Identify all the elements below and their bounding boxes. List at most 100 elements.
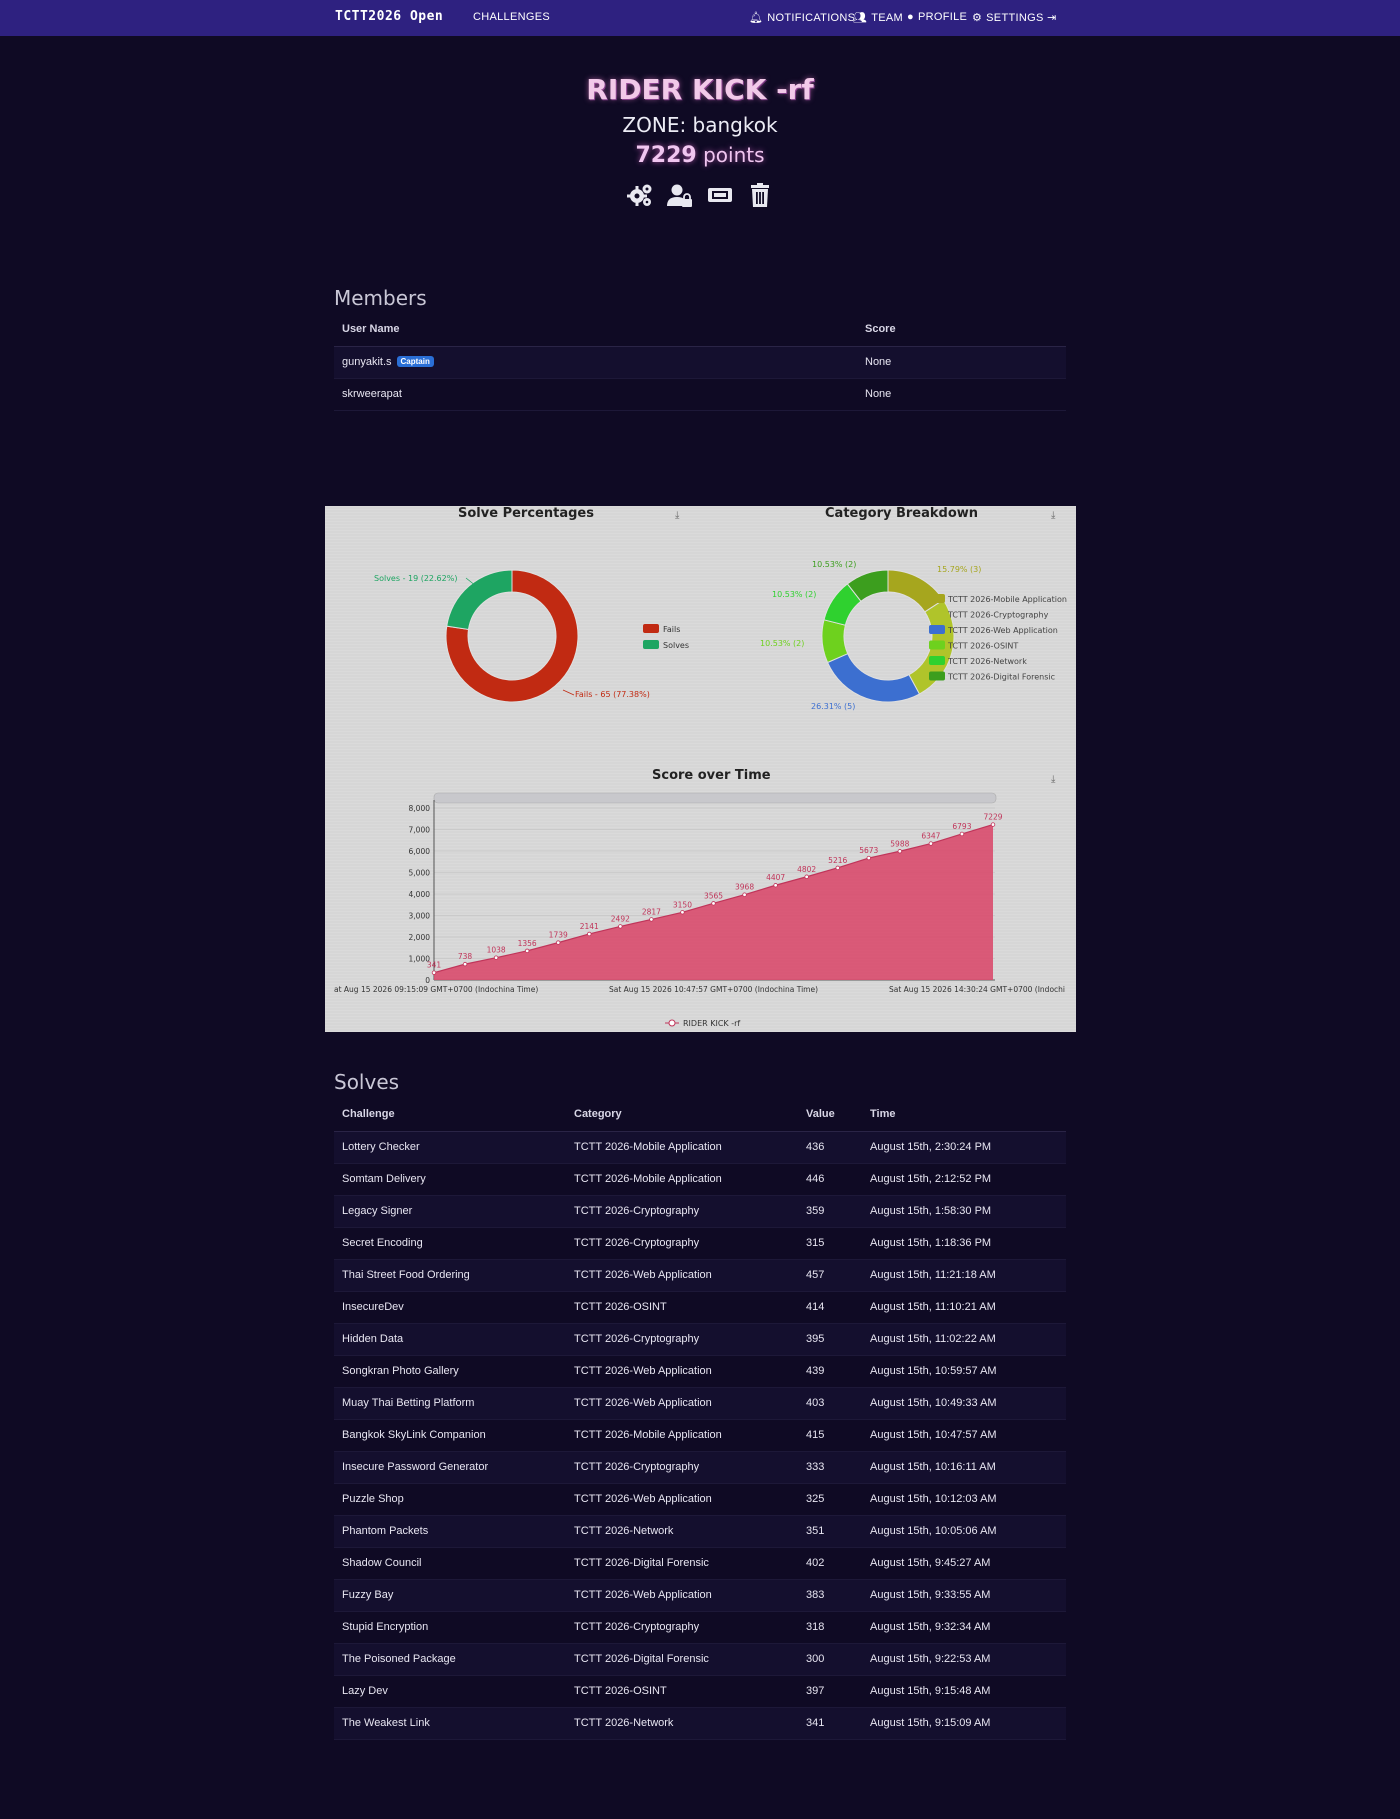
users-icon: 👥︎ — [853, 12, 868, 24]
solve-challenge[interactable]: Hidden Data — [334, 1323, 566, 1356]
slice-label: 26.31% (5) — [811, 702, 855, 711]
solve-challenge[interactable]: The Poisoned Package — [334, 1643, 566, 1676]
solve-category: TCTT 2026-Digital Forensic — [566, 1643, 798, 1676]
solve-value: 415 — [798, 1419, 862, 1452]
data-label: 4407 — [766, 873, 785, 882]
solve-time: August 15th, 10:16:11 AM — [862, 1451, 1066, 1484]
solve-row: Lazy Dev TCTT 2026-OSINT 397 August 15th, 9… — [334, 1675, 1066, 1708]
solve-time: August 15th, 2:30:24 PM — [862, 1131, 1066, 1164]
legend-label: TCTT 2026-OSINT — [947, 642, 1018, 651]
brand-logo[interactable]: TCTT2026 Open — [335, 9, 444, 24]
y-tick-label: 2,000 — [409, 933, 431, 942]
solve-row: Muay Thai Betting Platform TCTT 2026-Web … — [334, 1387, 1066, 1420]
data-label: 5988 — [890, 839, 909, 848]
solve-value: 402 — [798, 1547, 862, 1580]
user-lock-icon[interactable] — [667, 182, 693, 208]
member-name[interactable]: gunyakit.s — [342, 356, 392, 368]
solve-challenge[interactable]: Legacy Signer — [334, 1195, 566, 1228]
solve-category: TCTT 2026-Cryptography — [566, 1451, 798, 1484]
download-icon[interactable]: ⤓ — [675, 510, 680, 521]
solve-challenge[interactable]: Fuzzy Bay — [334, 1579, 566, 1612]
slice-label: 10.53% (2) — [772, 590, 816, 599]
data-label: 6347 — [921, 832, 940, 841]
solve-challenge[interactable]: Insecure Password Generator — [334, 1451, 566, 1484]
solve-time: August 15th, 11:10:21 AM — [862, 1291, 1066, 1324]
members-title: Members — [334, 286, 427, 310]
charts-svg: Fails - 65 (77.38%) Solves - 19 (22.62%) F… — [334, 560, 1067, 1028]
solve-challenge[interactable]: InsecureDev — [334, 1291, 566, 1324]
solve-category: TCTT 2026-Mobile Application — [566, 1163, 798, 1196]
col-challenge: Challenge — [334, 1097, 566, 1132]
score-point — [649, 917, 654, 922]
legend-label: RIDER KICK -rf — [683, 1019, 740, 1028]
solve-challenge[interactable]: Lottery Checker — [334, 1131, 566, 1164]
score-point — [773, 883, 778, 888]
legend-swatch — [929, 671, 945, 681]
solve-challenge[interactable]: Stupid Encryption — [334, 1611, 566, 1644]
solve-category: TCTT 2026-Mobile Application — [566, 1419, 798, 1452]
solve-row: Thai Street Food Ordering TCTT 2026-Web A… — [334, 1259, 1066, 1292]
solve-time: August 15th, 9:45:27 AM — [862, 1547, 1066, 1580]
nav-settings[interactable]: ⚙ SETTINGS — [972, 11, 1044, 25]
col-user-name: User Name — [334, 312, 857, 347]
member-name-cell: gunyakit.s Captain — [334, 346, 857, 379]
nav-challenges-label: CHALLENGES — [473, 11, 550, 23]
solve-time: August 15th, 10:49:33 AM — [862, 1387, 1066, 1420]
logout-button[interactable]: ⇥ — [1047, 11, 1057, 24]
solve-category: TCTT 2026-Network — [566, 1707, 798, 1740]
solve-category: TCTT 2026-Web Application — [566, 1579, 798, 1612]
solve-row: Insecure Password Generator TCTT 2026-Cry… — [334, 1451, 1066, 1484]
solve-challenge[interactable]: Lazy Dev — [334, 1675, 566, 1708]
solve-category: TCTT 2026-Web Application — [566, 1483, 798, 1516]
member-row: skrweerapat None — [334, 378, 1066, 411]
legend-swatch — [929, 640, 945, 650]
settings-gears-icon[interactable] — [627, 182, 653, 208]
solve-time: August 15th, 11:02:22 AM — [862, 1323, 1066, 1356]
solve-challenge[interactable]: Somtam Delivery — [334, 1163, 566, 1196]
solve-row: Secret Encoding TCTT 2026-Cryptography 315… — [334, 1227, 1066, 1260]
solve-category: TCTT 2026-Web Application — [566, 1355, 798, 1388]
solve-challenge[interactable]: Bangkok SkyLink Companion — [334, 1419, 566, 1452]
solve-challenge[interactable]: Puzzle Shop — [334, 1483, 566, 1516]
solve-challenge[interactable]: Muay Thai Betting Platform — [334, 1387, 566, 1420]
solve-value: 403 — [798, 1387, 862, 1420]
solve-challenge[interactable]: Secret Encoding — [334, 1227, 566, 1260]
solve-challenge[interactable]: The Weakest Link — [334, 1707, 566, 1740]
data-label: 1739 — [549, 931, 568, 940]
team-points: 7229 points — [0, 143, 1400, 168]
solve-category: TCTT 2026-OSINT — [566, 1291, 798, 1324]
solve-challenge[interactable]: Shadow Council — [334, 1547, 566, 1580]
slice-category — [846, 569, 889, 602]
solve-challenge[interactable]: Phantom Packets — [334, 1515, 566, 1548]
legend-marker — [668, 1019, 676, 1027]
score-point — [835, 865, 840, 871]
score-point — [587, 931, 592, 937]
solve-value: 414 — [798, 1291, 862, 1324]
solve-row: Fuzzy Bay TCTT 2026-Web Application 383 Aug… — [334, 1579, 1066, 1612]
member-name[interactable]: skrweerapat — [342, 388, 402, 400]
solve-row: InsecureDev TCTT 2026-OSINT 414 August 15th… — [334, 1291, 1066, 1324]
score-point — [680, 910, 685, 915]
data-label: 2141 — [580, 922, 599, 931]
nav-profile[interactable]: ● PROFILE — [907, 11, 967, 23]
nav-team[interactable]: 👥︎ TEAM — [853, 11, 903, 25]
download-icon[interactable]: ⤓ — [1051, 510, 1056, 521]
solve-value: 333 — [798, 1451, 862, 1484]
nav-challenges[interactable]: CHALLENGES — [473, 11, 550, 23]
ticket-icon[interactable] — [707, 182, 733, 208]
solves-title: Solves — [334, 1070, 400, 1094]
trash-icon[interactable] — [747, 182, 773, 208]
data-label: 1356 — [518, 939, 537, 948]
download-icon[interactable]: ⤓ — [1051, 774, 1056, 785]
data-label: 7229 — [983, 813, 1002, 822]
nav-notifications[interactable]: 🔔︎ NOTIFICATIONS — [749, 11, 855, 25]
legend-swatch — [643, 624, 659, 633]
solve-challenge[interactable]: Thai Street Food Ordering — [334, 1259, 566, 1292]
slice-label: 15.79% (3) — [937, 565, 981, 574]
data-label: 3150 — [673, 900, 692, 909]
solve-row: Bangkok SkyLink Companion TCTT 2026-Mobil… — [334, 1419, 1066, 1452]
slice-category — [826, 653, 921, 703]
solve-challenge[interactable]: Songkran Photo Gallery — [334, 1355, 566, 1388]
nav-settings-label: SETTINGS — [986, 11, 1044, 24]
solve-time: August 15th, 9:22:53 AM — [862, 1643, 1066, 1676]
